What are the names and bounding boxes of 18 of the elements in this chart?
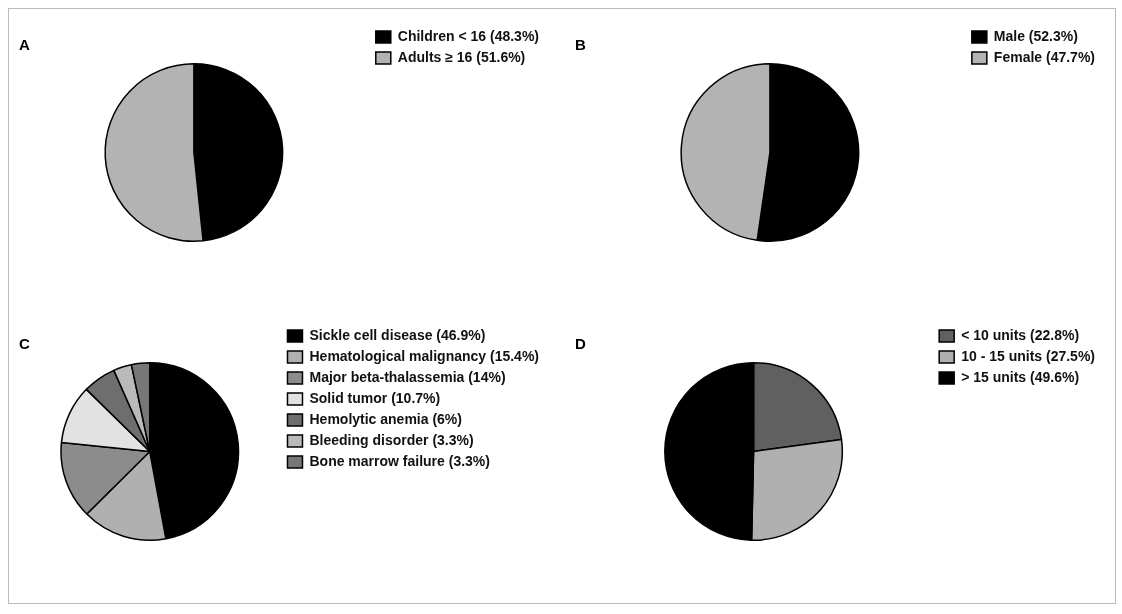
legend-label: Bone marrow failure (3.3%) xyxy=(309,452,490,469)
legend-label: > 15 units (49.6%) xyxy=(961,368,1080,385)
legend-label: Hematological malignancy (15.4%) xyxy=(309,347,540,364)
legend-label: Children < 16 (48.3%) xyxy=(397,27,539,44)
legend-label: Hemolytic anemia (6%) xyxy=(309,410,462,427)
chart-title: A xyxy=(19,36,30,54)
legend-label: < 10 units (22.8%) xyxy=(961,326,1080,343)
legend-label: Male (52.3%) xyxy=(993,27,1078,44)
legend-label: Sickle cell disease (46.9%) xyxy=(309,326,486,343)
legend-label: Major beta-thalassemia (14%) xyxy=(309,368,506,385)
legend-label: Bleeding disorder (3.3%) xyxy=(309,431,474,448)
chart-title: C xyxy=(19,335,30,353)
legend-label: Adults ≥ 16 (51.6%) xyxy=(397,48,526,65)
legend-label: 10 - 15 units (27.5%) xyxy=(961,347,1095,364)
chart-title: B xyxy=(575,36,586,54)
legend-label: Female (47.7%) xyxy=(993,48,1096,65)
legend-label: Solid tumor (10.7%) xyxy=(309,389,441,406)
chart-title: D xyxy=(575,335,586,353)
